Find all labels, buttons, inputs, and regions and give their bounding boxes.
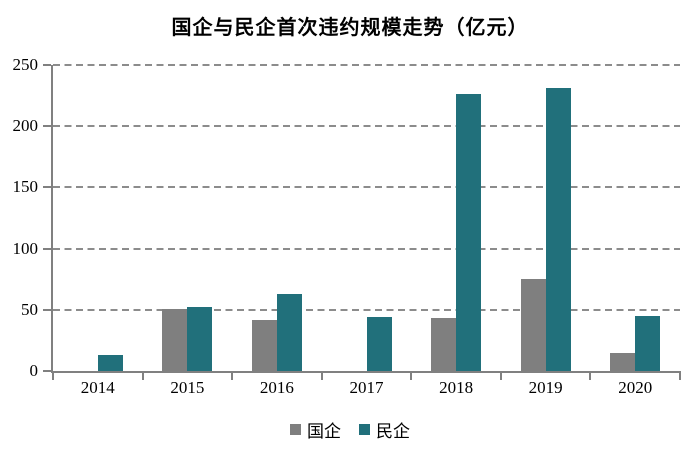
gridline	[53, 308, 680, 311]
y-axis-tick	[43, 186, 51, 189]
x-axis-label: 2018	[439, 378, 474, 397]
x-axis-tick	[231, 373, 234, 380]
bar-poe-2017	[366, 317, 392, 371]
x-axis-label: 2014	[80, 378, 115, 397]
bar-poe-2019	[545, 88, 571, 371]
x-axis-label: 2016	[259, 378, 294, 397]
y-axis-label: 250	[12, 55, 39, 74]
legend-swatch-soe	[290, 424, 301, 435]
legend: 国企 民企	[0, 417, 700, 442]
x-axis-label: 2017	[349, 378, 384, 397]
plot-area	[43, 64, 681, 380]
bar-poe-2014	[97, 355, 123, 371]
y-axis-label: 100	[12, 238, 39, 258]
legend-label-poe: 民企	[376, 422, 410, 441]
bar-soe-2015	[162, 308, 188, 371]
x-axis-tick	[320, 373, 323, 380]
y-axis-label: 200	[12, 116, 39, 136]
y-axis-tick	[43, 125, 51, 128]
legend-label-soe: 国企	[307, 422, 341, 441]
y-axis-tick	[43, 308, 51, 311]
y-axis-tick	[43, 370, 51, 372]
x-axis-tick	[679, 373, 681, 380]
legend-item-poe: 民企	[359, 417, 410, 442]
bar-poe-2020	[635, 315, 661, 371]
gridline	[53, 247, 680, 250]
y-axis-line	[51, 65, 53, 373]
x-axis-tick	[589, 373, 592, 380]
x-axis-label: 2015	[170, 378, 205, 397]
legend-swatch-poe	[359, 424, 370, 435]
gridline	[53, 125, 680, 128]
bar-soe-2019	[520, 279, 546, 371]
y-axis-tick	[43, 247, 51, 250]
x-axis-tick	[499, 373, 502, 380]
bar-soe-2018	[431, 318, 457, 371]
gridline	[53, 186, 680, 189]
x-axis-line	[51, 371, 681, 373]
y-axis-tick	[43, 64, 51, 66]
x-axis-tick	[52, 373, 54, 380]
bar-poe-2018	[456, 94, 482, 371]
bar-soe-2016	[251, 319, 277, 371]
y-axis-label: 0	[29, 361, 39, 380]
bar-poe-2016	[276, 293, 302, 371]
y-axis-label: 150	[12, 177, 39, 197]
x-axis-label: 2020	[618, 378, 653, 397]
x-axis-label: 2019	[528, 378, 563, 397]
x-axis-tick	[141, 373, 144, 380]
bar-poe-2015	[187, 307, 213, 371]
bar-soe-2020	[610, 352, 636, 371]
legend-item-soe: 国企	[290, 417, 341, 442]
gridline	[53, 64, 680, 66]
x-axis-tick	[410, 373, 413, 380]
chart-title: 国企与民企首次违约规模走势（亿元）	[171, 17, 529, 39]
y-axis-label: 50	[21, 299, 38, 319]
